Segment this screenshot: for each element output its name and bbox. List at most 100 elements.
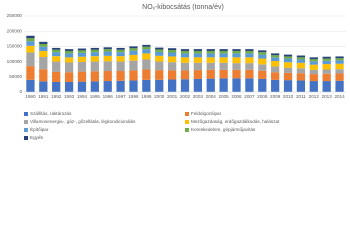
bar-segment [129,46,138,49]
bar-segment [335,63,344,70]
bar-segment [52,71,61,82]
x-tick-label: 2000 [154,94,165,99]
bar-segment [219,57,228,63]
bar-segment [155,51,164,56]
y-tick-label: 100000 [7,59,23,64]
x-tick-label: 2014 [334,94,345,99]
x-tick-label: 1999 [141,94,152,99]
bar-segment [52,56,61,62]
bar-segment [142,69,151,80]
bar-segment [335,73,344,81]
bar-segment [296,59,306,63]
x-tick-label: 1991 [38,94,49,99]
bar-segment [206,57,215,63]
bar-segment [129,54,138,61]
bar-segment [180,70,190,80]
bar-segment [180,53,190,58]
bar-segment [206,78,215,92]
bar-segment [258,64,267,71]
bar-segment [103,49,112,52]
bar-segment [77,61,87,72]
bar-segment [103,61,112,72]
x-tick-label: 2005 [219,94,230,99]
x-tick-label: 2010 [283,94,294,99]
bar-segment [64,72,74,82]
bar-segment [116,49,125,53]
bar-segment [258,50,267,53]
bar-segment [180,57,190,63]
bar-segment [155,70,164,80]
legend-swatch [24,128,28,132]
bar-segment [219,69,228,79]
bar-segment [193,62,203,71]
bar-segment [322,60,331,65]
bar-segment [142,79,151,92]
bar-segment [116,61,125,72]
bar-segment [296,55,306,58]
bar-segment [167,50,177,53]
x-tick-label: 1990 [25,94,36,99]
bar-segment [167,56,177,63]
bar-segment [90,52,99,57]
bar-segment [103,71,112,82]
x-tick-label: 2011 [296,94,306,99]
bar-segment [167,48,177,51]
bar-segment [309,59,318,62]
bar-segment [271,79,280,92]
bar-segment [39,69,48,82]
bar-segment [322,81,331,92]
bar-segment [180,50,190,54]
bar-segment [26,52,35,67]
bar-segment [155,79,164,92]
bar-segment [193,78,203,92]
bar-segment [296,80,306,92]
x-tick-label: 1995 [90,94,101,99]
bar-segment [155,61,164,71]
legend-swatch [24,112,28,116]
bar-segment [283,56,293,59]
x-tick-label: 2006 [231,94,242,99]
bar-segment [52,61,61,72]
bar-segment [309,61,318,65]
bar-segment [245,78,254,92]
bar-segment [219,49,228,51]
bar-segment [283,54,293,57]
bar-segment [142,59,151,70]
bar-segment [232,50,241,54]
x-tick-label: 2009 [270,94,281,99]
bar-segment [142,53,151,60]
bar-segment [129,80,138,92]
bar-segment [52,52,61,57]
bar-segment [271,72,280,80]
bar-segment [309,57,318,60]
bar-segment [90,71,99,82]
x-tick-label: 2012 [309,94,320,99]
bar-segment [258,58,267,65]
x-tick-label: 1993 [64,94,75,99]
bar-segment [129,70,138,81]
bar-segment [283,72,293,81]
bar-segment [271,66,280,73]
bar-segment [90,56,99,62]
bar-segment [116,56,125,62]
bar-segment [296,73,306,81]
bar-segment [283,62,293,68]
bar-segment [335,69,344,74]
bar-segment [26,35,35,39]
y-tick-label: 200000 [7,28,23,33]
bar-segment [309,81,318,92]
bar-segment [180,49,190,51]
bar-segment [193,49,203,51]
legend-label: Kereskedelem, gépjárműjavítás [191,127,256,132]
bar-segment [245,63,254,70]
legend-label: Építőipar [30,126,49,132]
bar-segment [271,53,280,56]
bar-segment [309,64,318,70]
bar-segment [39,57,48,70]
bar-segment [245,69,254,79]
x-tick-label: 2003 [193,94,204,99]
bar-segment [39,50,48,58]
bar-segment [322,64,331,70]
bar-segment [103,47,112,50]
bar-segment [52,49,61,53]
